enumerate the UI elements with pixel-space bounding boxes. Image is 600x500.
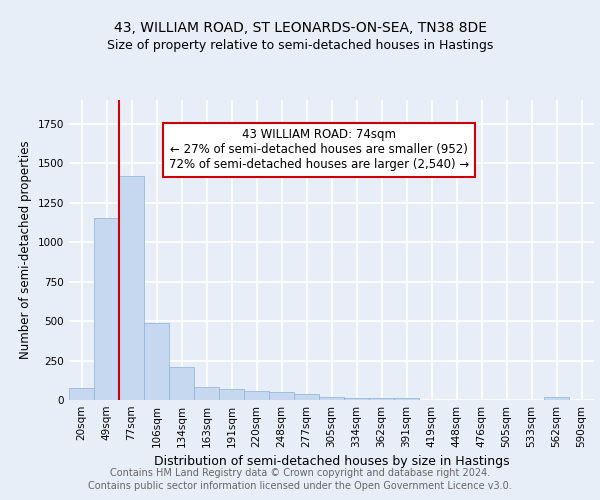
Y-axis label: Number of semi-detached properties: Number of semi-detached properties xyxy=(19,140,32,360)
Bar xyxy=(69,388,94,400)
Text: Contains HM Land Registry data © Crown copyright and database right 2024.: Contains HM Land Registry data © Crown c… xyxy=(110,468,490,477)
Bar xyxy=(394,398,419,400)
Bar xyxy=(219,389,244,400)
Bar xyxy=(119,176,144,400)
Bar xyxy=(169,367,194,400)
Bar xyxy=(269,392,294,400)
Text: Size of property relative to semi-detached houses in Hastings: Size of property relative to semi-detach… xyxy=(107,38,493,52)
Bar xyxy=(544,398,569,400)
Bar xyxy=(144,322,169,400)
Bar xyxy=(344,398,369,400)
Text: Contains public sector information licensed under the Open Government Licence v3: Contains public sector information licen… xyxy=(88,481,512,491)
Bar xyxy=(294,394,319,400)
X-axis label: Distribution of semi-detached houses by size in Hastings: Distribution of semi-detached houses by … xyxy=(154,456,509,468)
Bar xyxy=(194,388,219,400)
Bar xyxy=(244,392,269,400)
Bar xyxy=(94,218,119,400)
Bar xyxy=(369,398,394,400)
Text: 43, WILLIAM ROAD, ST LEONARDS-ON-SEA, TN38 8DE: 43, WILLIAM ROAD, ST LEONARDS-ON-SEA, TN… xyxy=(113,20,487,34)
Bar xyxy=(319,397,344,400)
Text: 43 WILLIAM ROAD: 74sqm
← 27% of semi-detached houses are smaller (952)
72% of se: 43 WILLIAM ROAD: 74sqm ← 27% of semi-det… xyxy=(169,128,469,172)
